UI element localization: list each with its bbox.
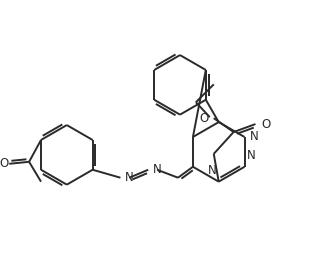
Text: N: N <box>246 149 255 162</box>
Text: N: N <box>250 131 258 143</box>
Text: N: N <box>125 171 134 184</box>
Text: O: O <box>199 112 209 125</box>
Text: O: O <box>0 157 9 170</box>
Text: O: O <box>261 118 271 131</box>
Text: N: N <box>153 163 162 176</box>
Text: N: N <box>208 164 217 177</box>
